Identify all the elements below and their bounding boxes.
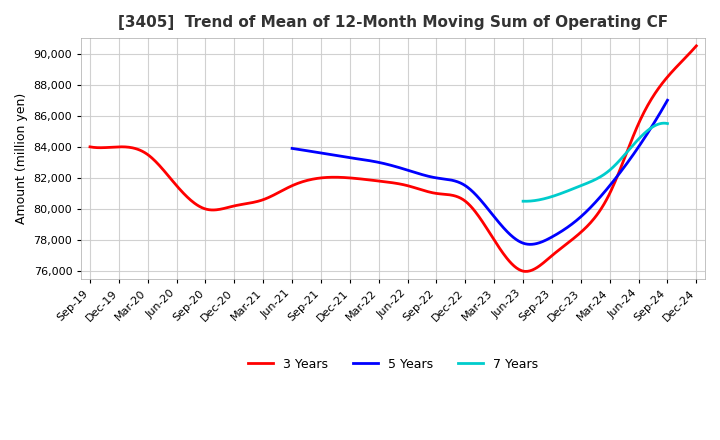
- 7 Years: [521, 198, 529, 204]
- 3 Years: [584, 223, 593, 228]
- 7 Years: [588, 178, 597, 183]
- 7 Years: [637, 133, 646, 139]
- 3 Years: [692, 43, 701, 48]
- 5 Years: [491, 215, 500, 220]
- 5 Years: [655, 112, 664, 117]
- 3 Years: [374, 178, 382, 183]
- 5 Years: [526, 242, 535, 247]
- 7 Years: [519, 198, 528, 204]
- 3 Years: [86, 144, 94, 150]
- 5 Years: [468, 189, 477, 194]
- 3 Years: [377, 179, 386, 184]
- 7 Years: [660, 121, 668, 126]
- Line: 5 Years: 5 Years: [292, 100, 667, 244]
- 3 Years: [446, 192, 455, 198]
- 7 Years: [605, 168, 613, 173]
- 7 Years: [663, 121, 672, 126]
- Legend: 3 Years, 5 Years, 7 Years: 3 Years, 5 Years, 7 Years: [243, 352, 544, 376]
- Title: [3405]  Trend of Mean of 12-Month Moving Sum of Operating CF: [3405] Trend of Mean of 12-Month Moving …: [118, 15, 668, 30]
- 7 Years: [588, 179, 596, 184]
- Line: 3 Years: 3 Years: [90, 46, 696, 271]
- 5 Years: [663, 98, 672, 103]
- 3 Years: [414, 186, 423, 191]
- Line: 7 Years: 7 Years: [523, 123, 667, 201]
- 3 Years: [522, 269, 531, 274]
- 5 Years: [466, 187, 474, 192]
- 7 Years: [660, 121, 669, 126]
- 5 Years: [288, 146, 297, 151]
- 5 Years: [511, 236, 520, 242]
- 3 Years: [679, 58, 688, 63]
- Y-axis label: Amount (million yen): Amount (million yen): [15, 93, 28, 224]
- 7 Years: [597, 173, 606, 179]
- 5 Years: [596, 194, 605, 199]
